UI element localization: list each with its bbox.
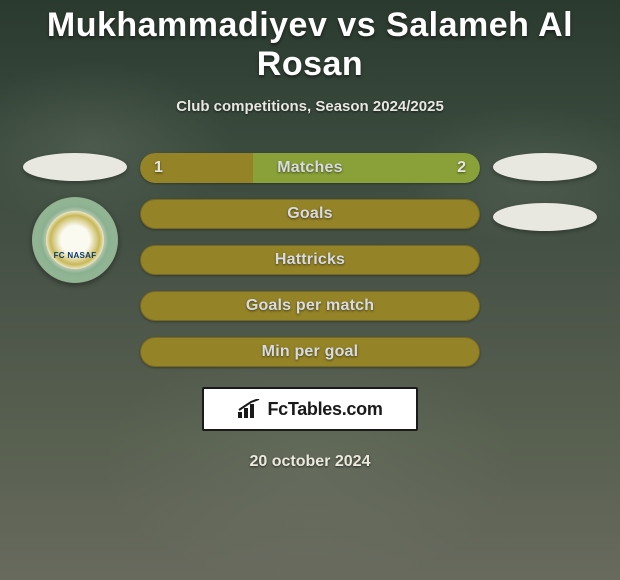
player-placeholder-right-2 — [493, 203, 597, 231]
stat-label: Goals — [287, 205, 332, 223]
stat-label: Min per goal — [262, 343, 359, 361]
subtitle: Club competitions, Season 2024/2025 — [176, 98, 444, 115]
player-placeholder-left — [23, 153, 127, 181]
brand-suffix: Tables.com — [288, 399, 383, 419]
stat-bar-goals: Goals — [140, 199, 480, 229]
stat-value-left: 1 — [154, 159, 163, 177]
brand-text: FcTables.com — [267, 399, 382, 420]
right-player-column — [485, 153, 605, 471]
page-title: Mukhammadiyev vs Salameh Al Rosan — [0, 6, 620, 84]
brand-prefix: Fc — [267, 399, 287, 419]
stat-bar-hattricks: Hattricks — [140, 245, 480, 275]
club-badge-left: FC NASAF — [32, 197, 118, 283]
left-player-column: FC NASAF — [15, 153, 135, 471]
stat-bar-min-per-goal: Min per goal — [140, 337, 480, 367]
stat-bar-matches: 1 Matches 2 — [140, 153, 480, 183]
stat-label: Matches — [277, 159, 342, 177]
stat-label: Goals per match — [246, 297, 374, 315]
date-text: 20 october 2024 — [250, 453, 371, 471]
club-badge-text: FC NASAF — [32, 251, 118, 260]
stat-value-right: 2 — [457, 159, 466, 177]
stat-bar-goals-per-match: Goals per match — [140, 291, 480, 321]
chart-icon — [237, 399, 261, 419]
stat-bars: 1 Matches 2 Goals Hattricks Goals per ma… — [135, 153, 485, 471]
stat-label: Hattricks — [275, 251, 345, 269]
brand-box: FcTables.com — [202, 387, 418, 431]
stats-area: FC NASAF 1 Matches 2 Goals Hattricks Goa… — [0, 153, 620, 471]
card: Mukhammadiyev vs Salameh Al Rosan Club c… — [0, 0, 620, 580]
player-placeholder-right-1 — [493, 153, 597, 181]
